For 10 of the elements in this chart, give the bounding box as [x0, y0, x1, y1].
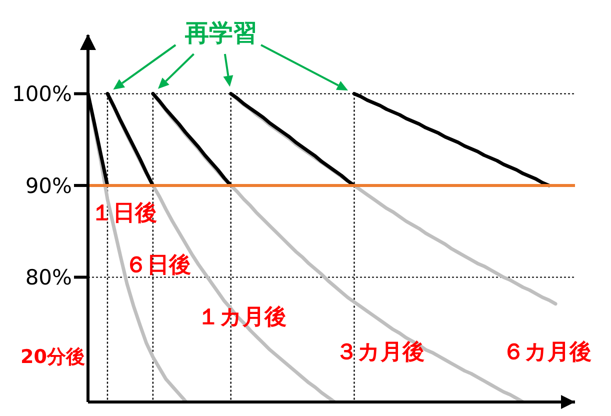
annotation: ６カ月後 — [502, 340, 592, 364]
annotation: 再学習 — [184, 19, 257, 47]
annotation: ６日後 — [125, 252, 191, 278]
annotation: １日後 — [91, 200, 157, 226]
y-tick-label: 100% — [12, 82, 72, 106]
text: 20分後 — [20, 346, 85, 368]
annotation: １カ月後 — [198, 304, 286, 330]
y-tick-label: 80% — [25, 266, 72, 290]
annotation: ３カ月後 — [336, 340, 424, 364]
y-tick-label: 90% — [25, 174, 72, 198]
